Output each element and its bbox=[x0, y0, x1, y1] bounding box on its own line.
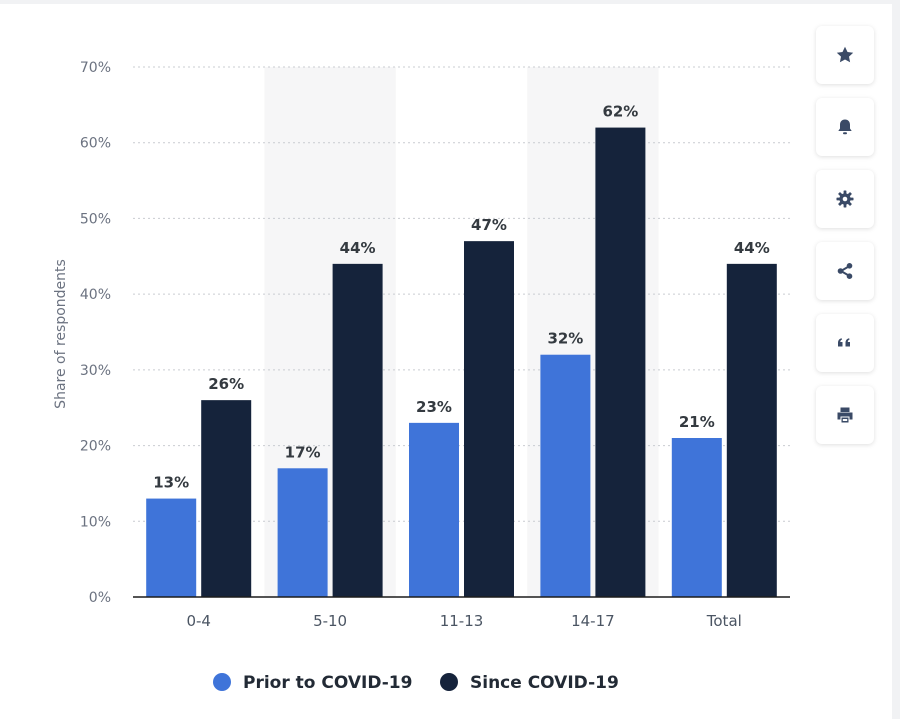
share-icon bbox=[837, 263, 853, 279]
x-tick-label: 5-10 bbox=[313, 612, 347, 630]
data-label: 32% bbox=[547, 330, 583, 348]
bar bbox=[201, 400, 252, 597]
x-tick-label: 11-13 bbox=[440, 612, 484, 630]
y-tick-label: 60% bbox=[80, 136, 111, 152]
y-tick-label: 0% bbox=[89, 590, 111, 606]
gear-icon bbox=[836, 190, 854, 208]
print-button[interactable] bbox=[816, 386, 874, 444]
legend-label: Since COVID-19 bbox=[470, 673, 619, 693]
quote-icon bbox=[838, 338, 850, 347]
y-tick-label: 50% bbox=[80, 211, 111, 227]
bell-icon bbox=[838, 119, 852, 135]
x-tick-label: 14-17 bbox=[571, 612, 615, 630]
share-button[interactable] bbox=[816, 242, 874, 300]
print-icon bbox=[837, 407, 853, 423]
y-tick-label: 20% bbox=[80, 439, 111, 455]
legend-marker bbox=[213, 673, 231, 691]
data-label: 21% bbox=[679, 413, 715, 431]
bar bbox=[726, 263, 777, 597]
notification-button[interactable] bbox=[816, 98, 874, 156]
cite-button[interactable] bbox=[816, 314, 874, 372]
y-tick-label: 70% bbox=[80, 60, 111, 76]
legend-marker bbox=[440, 673, 458, 691]
y-tick-label: 40% bbox=[80, 287, 111, 303]
y-tick-label: 10% bbox=[80, 514, 111, 530]
bar bbox=[332, 263, 383, 597]
data-label: 26% bbox=[208, 375, 244, 393]
bar bbox=[464, 241, 514, 597]
legend: Prior to COVID-19 Since COVID-19 bbox=[213, 673, 619, 693]
data-label: 17% bbox=[285, 443, 321, 461]
legend-label: Prior to COVID-19 bbox=[243, 673, 412, 693]
x-tick-label: Total bbox=[706, 612, 742, 630]
star-icon bbox=[836, 46, 854, 63]
data-label: 13% bbox=[153, 474, 189, 492]
bar bbox=[277, 468, 328, 597]
data-label: 44% bbox=[340, 239, 376, 257]
data-label: 44% bbox=[734, 239, 770, 257]
data-label: 47% bbox=[471, 216, 507, 234]
y-axis-label: Share of respondents bbox=[53, 259, 69, 409]
favorite-button[interactable] bbox=[816, 26, 874, 84]
bar-chart: 0% 10% 20% 30% 40% 50% 60% 70% 13% 26% 17% 44% 23% 4… bbox=[53, 60, 790, 693]
bar bbox=[671, 438, 722, 597]
bar bbox=[409, 422, 459, 597]
x-tick-label: 0-4 bbox=[186, 612, 211, 630]
bar bbox=[595, 127, 646, 598]
settings-button[interactable] bbox=[816, 170, 874, 228]
bar bbox=[540, 354, 591, 597]
bar bbox=[146, 498, 197, 597]
chart-card: 0% 10% 20% 30% 40% 50% 60% 70% 13% 26% 17% 44% 23% 4… bbox=[0, 4, 892, 719]
data-label: 23% bbox=[416, 398, 452, 416]
y-tick-label: 30% bbox=[80, 363, 111, 379]
data-label: 62% bbox=[602, 103, 638, 121]
